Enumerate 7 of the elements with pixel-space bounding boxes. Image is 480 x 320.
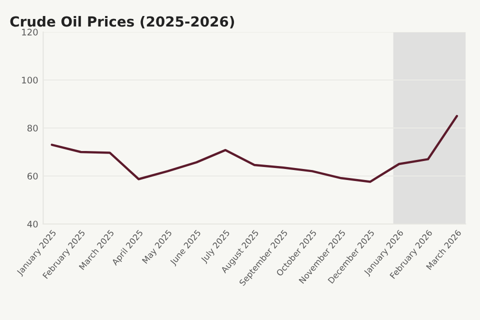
y-tick-label: 60: [27, 172, 38, 180]
chart-title: Crude Oil Prices (2025-2026): [10, 16, 234, 28]
y-tick-label: 100: [22, 76, 38, 84]
y-tick-label: 120: [22, 28, 38, 36]
y-tick-label: 80: [27, 124, 38, 132]
line-series: [50, 114, 458, 183]
y-tick-label: 40: [27, 220, 38, 228]
